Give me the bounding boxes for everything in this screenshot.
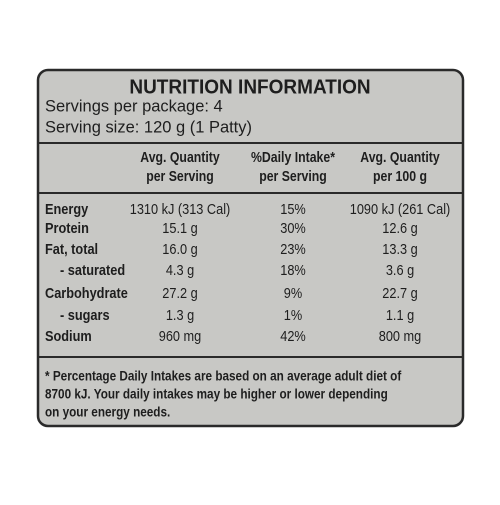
footnote: on your energy needs. bbox=[45, 404, 170, 420]
cell-group: 15.1 g bbox=[162, 219, 197, 236]
row-label: Carbohydrate bbox=[45, 284, 128, 301]
column-header: Avg. Quantity bbox=[140, 149, 220, 165]
cell: 1.3 g bbox=[166, 306, 194, 323]
row-label: Sodium bbox=[45, 327, 92, 344]
cell: 1.1 g bbox=[386, 306, 414, 323]
servings-group: Servings per package: 4 bbox=[45, 96, 223, 115]
cell-group: 1310 kJ (313 Cal) bbox=[130, 200, 231, 217]
cell-group: 1.1 g bbox=[386, 306, 414, 323]
row-label-group: Fat, total bbox=[45, 240, 98, 257]
cell-group: 9% bbox=[284, 284, 302, 301]
serving-size-group: Serving size: 120 g (1 Patty) bbox=[45, 117, 252, 136]
column-header: per Serving bbox=[259, 168, 327, 184]
cell: 42% bbox=[280, 327, 306, 344]
cell-group: 960 mg bbox=[159, 327, 201, 344]
column-header-group: per Serving bbox=[259, 168, 327, 184]
row-label-group: Carbohydrate bbox=[45, 284, 128, 301]
footnote: * Percentage Daily Intakes are based on … bbox=[45, 368, 402, 384]
cell: 960 mg bbox=[159, 327, 201, 344]
cell-group: 12.6 g bbox=[382, 219, 417, 236]
cell: 4.3 g bbox=[166, 261, 194, 278]
row-label-group: Sodium bbox=[45, 327, 92, 344]
cell: 1% bbox=[284, 306, 302, 323]
cell-group: 23% bbox=[280, 240, 306, 257]
title: NUTRITION INFORMATION bbox=[129, 76, 370, 99]
cell-group: 3.6 g bbox=[386, 261, 414, 278]
cell: 9% bbox=[284, 284, 302, 301]
row-label: Protein bbox=[45, 219, 89, 236]
footnote-group: on your energy needs. bbox=[45, 404, 170, 420]
servings: Servings per package: 4 bbox=[45, 96, 223, 115]
cell: 12.6 g bbox=[382, 219, 417, 236]
row-label-group: Energy bbox=[45, 200, 88, 217]
cell: 27.2 g bbox=[162, 284, 197, 301]
cell-group: 15% bbox=[280, 200, 306, 217]
cell-group: 22.7 g bbox=[382, 284, 417, 301]
cell-group: 13.3 g bbox=[382, 240, 417, 257]
row-label-group: - sugars bbox=[60, 306, 110, 323]
row-label-group: - saturated bbox=[60, 261, 125, 278]
cell-group: 1% bbox=[284, 306, 302, 323]
column-header-group: Avg. Quantity bbox=[140, 149, 220, 165]
cell: 1090 kJ (261 Cal) bbox=[350, 200, 451, 217]
cell-group: 4.3 g bbox=[166, 261, 194, 278]
footnote-group: 8700 kJ. Your daily intakes may be highe… bbox=[45, 386, 388, 402]
column-header-group: Avg. Quantity bbox=[360, 149, 440, 165]
column-header: per 100 g bbox=[373, 168, 427, 184]
cell-group: 16.0 g bbox=[162, 240, 197, 257]
cell: 1310 kJ (313 Cal) bbox=[130, 200, 231, 217]
row-label-group: Protein bbox=[45, 219, 89, 236]
label-panel bbox=[36, 68, 465, 428]
column-header-group: per 100 g bbox=[373, 168, 427, 184]
cell-group: 30% bbox=[280, 219, 306, 236]
cell: 18% bbox=[280, 261, 306, 278]
cell-group: 42% bbox=[280, 327, 306, 344]
row-label: Energy bbox=[45, 200, 88, 217]
serving-size: Serving size: 120 g (1 Patty) bbox=[45, 117, 252, 136]
footnote: 8700 kJ. Your daily intakes may be highe… bbox=[45, 386, 388, 402]
cell: 16.0 g bbox=[162, 240, 197, 257]
cell: 3.6 g bbox=[386, 261, 414, 278]
cell: 23% bbox=[280, 240, 306, 257]
title-group: NUTRITION INFORMATION bbox=[129, 76, 370, 99]
cell: 13.3 g bbox=[382, 240, 417, 257]
cell: 22.7 g bbox=[382, 284, 417, 301]
cell-group: 18% bbox=[280, 261, 306, 278]
cell: 15.1 g bbox=[162, 219, 197, 236]
column-header: %Daily Intake* bbox=[251, 149, 336, 165]
row-label: - saturated bbox=[60, 261, 125, 278]
column-header: per Serving bbox=[146, 168, 214, 184]
row-label: - sugars bbox=[60, 306, 110, 323]
row-label: Fat, total bbox=[45, 240, 98, 257]
column-header-group: %Daily Intake* bbox=[251, 149, 336, 165]
cell-group: 1.3 g bbox=[166, 306, 194, 323]
footnote-group: * Percentage Daily Intakes are based on … bbox=[45, 368, 402, 384]
cell: 15% bbox=[280, 200, 306, 217]
cell-group: 800 mg bbox=[379, 327, 421, 344]
cell: 800 mg bbox=[379, 327, 421, 344]
column-header: Avg. Quantity bbox=[360, 149, 440, 165]
column-header-group: per Serving bbox=[146, 168, 214, 184]
cell-group: 1090 kJ (261 Cal) bbox=[350, 200, 451, 217]
cell-group: 27.2 g bbox=[162, 284, 197, 301]
cell: 30% bbox=[280, 219, 306, 236]
